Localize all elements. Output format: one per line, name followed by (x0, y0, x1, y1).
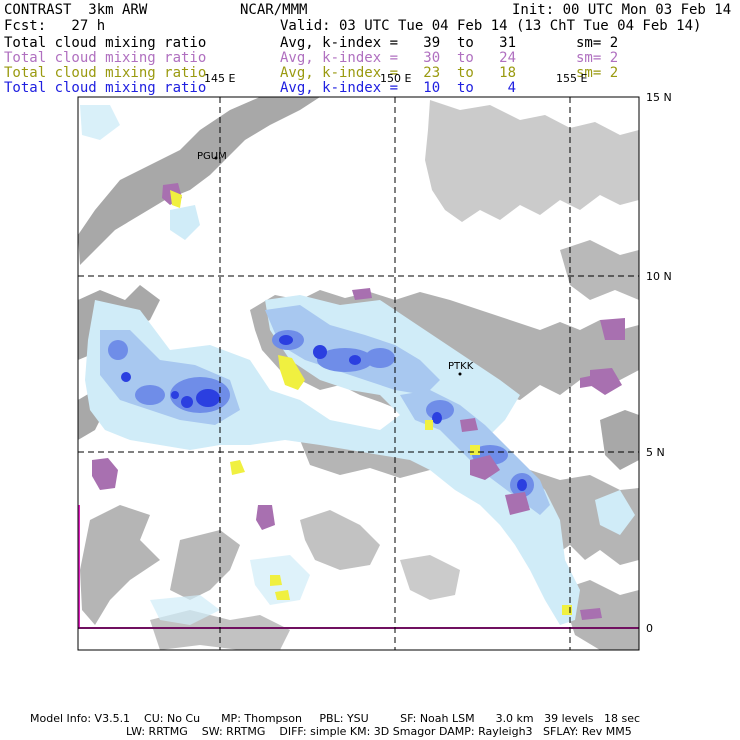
model-info-line1: Model Info: V3.5.1 CU: No Cu MP: Thompso… (30, 712, 641, 725)
field-avg-1: Avg, k-index = 39 to 31 (280, 35, 517, 51)
field-avg-3: Avg, k-index = 23 to 18 (280, 65, 517, 81)
field-sm-2: sm= 2 (576, 50, 619, 66)
cloud-core (121, 335, 527, 491)
lat-label-0: 0 (646, 622, 653, 635)
org-label: NCAR/MMM (240, 2, 308, 18)
field-name-1: Total cloud mixing ratio (4, 35, 207, 51)
station-label-ptkk: PTKK (448, 361, 474, 372)
lat-label-15n: 15 N (646, 91, 672, 104)
yellow-contours (170, 190, 572, 615)
lon-label-145: 145 E (204, 72, 236, 85)
lon-label-155: 155 E (556, 72, 588, 85)
valid-time: Valid: 03 UTC Tue 04 Feb 14 (13 ChT Tue … (280, 18, 702, 34)
station-label-pgum: PGUM (197, 151, 227, 162)
map-frame (77, 96, 640, 651)
field-name-3: Total cloud mixing ratio (4, 65, 207, 81)
init-time: Init: 00 UTC Mon 03 Feb 14 (512, 2, 732, 18)
field-sm-1: sm= 2 (576, 35, 619, 51)
field-name-4: Total cloud mixing ratio (4, 80, 207, 96)
lat-label-10n: 10 N (646, 270, 672, 283)
field-avg-2: Avg, k-index = 30 to 24 (280, 50, 517, 66)
graticule (78, 97, 639, 650)
station-ptkk-dot (458, 372, 462, 376)
lat-label-5n: 5 N (646, 446, 665, 459)
model-title: CONTRAST 3km ARW (4, 2, 148, 18)
lon-label-150: 150 E (380, 72, 412, 85)
model-info-line2: LW: RRTMG SW: RRTMG DIFF: simple KM: 3D … (126, 725, 632, 738)
station-markers (214, 156, 462, 376)
forecast-hour: Fcst: 27 h (4, 18, 106, 34)
field-sm-3: sm= 2 (576, 65, 619, 81)
station-pgum-dot (214, 156, 218, 160)
field-name-2: Total cloud mixing ratio (4, 50, 207, 66)
field-avg-4: Avg, k-index = 10 to 4 (280, 80, 517, 96)
